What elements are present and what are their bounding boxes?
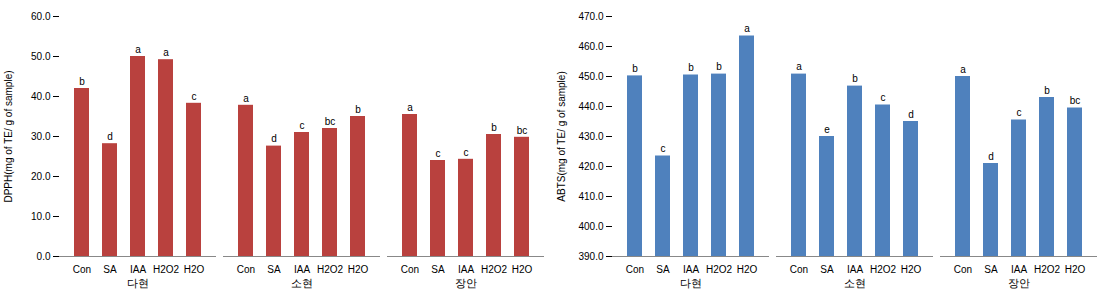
svg-text:a: a: [407, 102, 413, 113]
svg-text:b: b: [716, 61, 722, 72]
svg-text:10.0: 10.0: [31, 211, 51, 222]
svg-text:다현: 다현: [127, 277, 149, 289]
svg-text:SA: SA: [656, 264, 670, 275]
svg-text:b: b: [1044, 85, 1050, 96]
svg-text:H2O: H2O: [1065, 264, 1086, 275]
svg-text:H2O2: H2O2: [870, 264, 897, 275]
svg-text:400.0: 400.0: [578, 221, 603, 232]
svg-text:IAA: IAA: [294, 264, 310, 275]
svg-text:460.0: 460.0: [578, 41, 603, 52]
svg-text:390.0: 390.0: [578, 251, 603, 262]
svg-text:a: a: [135, 44, 141, 55]
svg-text:장안: 장안: [455, 277, 477, 289]
svg-text:470.0: 470.0: [578, 11, 603, 22]
svg-text:e: e: [824, 124, 830, 135]
svg-text:430.0: 430.0: [578, 131, 603, 142]
svg-text:c: c: [300, 120, 305, 131]
svg-text:소현: 소현: [844, 277, 866, 289]
svg-text:50.0: 50.0: [31, 51, 51, 62]
svg-text:a: a: [243, 93, 249, 104]
svg-text:SA: SA: [820, 264, 834, 275]
svg-text:b: b: [355, 104, 361, 115]
svg-text:450.0: 450.0: [578, 71, 603, 82]
svg-text:a: a: [744, 23, 750, 34]
svg-text:Con: Con: [790, 264, 808, 275]
svg-text:440.0: 440.0: [578, 101, 603, 112]
svg-text:Con: Con: [237, 264, 255, 275]
svg-text:420.0: 420.0: [578, 161, 603, 172]
svg-text:IAA: IAA: [458, 264, 474, 275]
svg-text:c: c: [661, 143, 666, 154]
svg-text:장안: 장안: [1008, 277, 1030, 289]
svg-text:SA: SA: [984, 264, 998, 275]
svg-text:c: c: [464, 147, 469, 158]
svg-text:다현: 다현: [680, 277, 702, 289]
svg-text:H2O: H2O: [901, 264, 922, 275]
svg-text:DPPH(mg of TE/ g of sample): DPPH(mg of TE/ g of sample): [3, 70, 14, 202]
svg-text:bc: bc: [517, 125, 528, 136]
svg-text:20.0: 20.0: [31, 171, 51, 182]
svg-text:d: d: [271, 133, 277, 144]
svg-text:d: d: [988, 151, 994, 162]
svg-text:a: a: [960, 64, 966, 75]
svg-text:a: a: [796, 61, 802, 72]
svg-text:b: b: [79, 76, 85, 87]
svg-text:H2O: H2O: [737, 264, 758, 275]
svg-text:H2O: H2O: [512, 264, 533, 275]
svg-text:소현: 소현: [291, 277, 313, 289]
svg-text:b: b: [632, 63, 638, 74]
svg-text:IAA: IAA: [847, 264, 863, 275]
svg-text:IAA: IAA: [1011, 264, 1027, 275]
svg-text:H2O2: H2O2: [706, 264, 733, 275]
svg-text:Con: Con: [401, 264, 419, 275]
svg-text:IAA: IAA: [683, 264, 699, 275]
svg-text:b: b: [852, 73, 858, 84]
svg-text:Con: Con: [73, 264, 91, 275]
svg-text:bc: bc: [325, 116, 336, 127]
svg-text:IAA: IAA: [130, 264, 146, 275]
svg-text:40.0: 40.0: [31, 91, 51, 102]
svg-text:H2O2: H2O2: [317, 264, 344, 275]
svg-text:c: c: [192, 91, 197, 102]
svg-text:c: c: [1017, 107, 1022, 118]
svg-text:SA: SA: [103, 264, 117, 275]
svg-text:Con: Con: [954, 264, 972, 275]
svg-text:SA: SA: [431, 264, 445, 275]
svg-text:bc: bc: [1070, 95, 1081, 106]
svg-text:SA: SA: [267, 264, 281, 275]
svg-text:c: c: [881, 92, 886, 103]
svg-text:c: c: [436, 148, 441, 159]
svg-text:30.0: 30.0: [31, 131, 51, 142]
svg-text:0.0: 0.0: [37, 251, 51, 262]
svg-text:d: d: [107, 131, 113, 142]
svg-text:H2O2: H2O2: [153, 264, 180, 275]
svg-text:d: d: [908, 109, 914, 120]
svg-text:b: b: [491, 122, 497, 133]
svg-text:H2O2: H2O2: [1034, 264, 1061, 275]
svg-text:H2O2: H2O2: [481, 264, 508, 275]
svg-text:H2O: H2O: [348, 264, 369, 275]
svg-text:a: a: [163, 47, 169, 58]
svg-text:60.0: 60.0: [31, 11, 51, 22]
svg-text:410.0: 410.0: [578, 191, 603, 202]
svg-text:b: b: [688, 62, 694, 73]
svg-text:ABTS(mg of TE/ g of sample): ABTS(mg of TE/ g of sample): [556, 71, 567, 201]
svg-text:Con: Con: [626, 264, 644, 275]
svg-text:H2O: H2O: [184, 264, 205, 275]
